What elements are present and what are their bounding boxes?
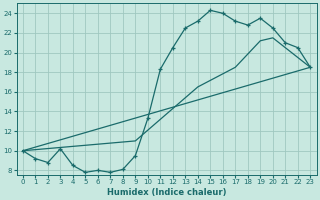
X-axis label: Humidex (Indice chaleur): Humidex (Indice chaleur) [107, 188, 226, 197]
